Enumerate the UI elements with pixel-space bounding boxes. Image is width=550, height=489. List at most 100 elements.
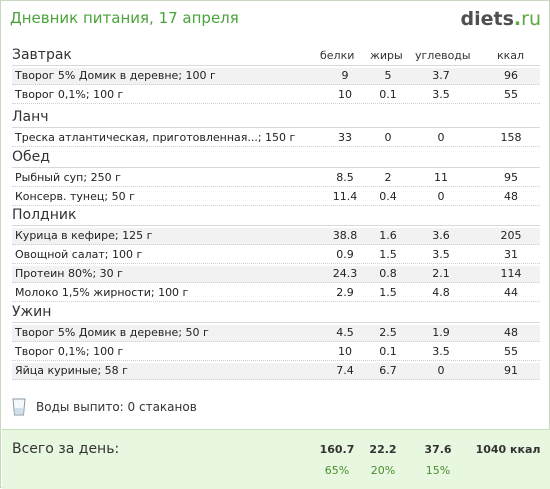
- food-protein: 0.9: [336, 248, 354, 261]
- food-kcal: 55: [504, 345, 518, 358]
- meal-breakfast: Завтрак Творог 5% Домик в деревне; 100 г…: [12, 45, 540, 104]
- food-fat: 0.4: [379, 190, 397, 203]
- food-name: Яйца куриные; 58 г: [15, 364, 128, 377]
- food-protein: 4.5: [336, 326, 354, 339]
- food-carbs: 0: [437, 131, 445, 144]
- food-kcal: 95: [504, 171, 518, 184]
- food-carbs: 0: [437, 190, 445, 203]
- column-header-carbs: углеводы: [415, 49, 471, 62]
- food-name: Творог 0,1%; 100 г: [15, 345, 124, 358]
- food-protein: 10: [338, 345, 352, 358]
- food-carbs: 3.5: [432, 88, 450, 101]
- food-row[interactable]: Треска атлантическая, приготовленная...;…: [12, 130, 540, 147]
- fat-percent: 20%: [370, 464, 396, 477]
- food-row[interactable]: Рыбный суп; 250 г 8.5 2 11 95: [12, 170, 540, 187]
- food-name: Творог 0,1%; 100 г: [15, 88, 124, 101]
- food-fat: 0.1: [379, 345, 397, 358]
- site-logo[interactable]: diets.ru: [461, 8, 541, 30]
- food-kcal: 48: [504, 190, 518, 203]
- food-protein: 11.4: [332, 190, 358, 203]
- food-carbs: 0: [437, 364, 445, 377]
- food-fat: 0.1: [379, 88, 397, 101]
- total-kcal: 1040 ккал: [475, 443, 541, 456]
- logo-tld: ru: [521, 8, 541, 30]
- food-protein: 9: [341, 69, 349, 82]
- water-text: Воды выпито: 0 стаканов: [36, 400, 197, 414]
- food-row[interactable]: Овощной салат; 100 г 0.9 1.5 3.5 31: [12, 247, 540, 264]
- column-header-kcal: ккал: [497, 49, 525, 62]
- food-kcal: 91: [504, 364, 518, 377]
- food-carbs: 2.1: [432, 267, 450, 280]
- meal-lunch: Ланч Треска атлантическая, приготовленна…: [12, 107, 540, 147]
- food-carbs: 3.7: [432, 69, 450, 82]
- food-kcal: 114: [500, 267, 522, 280]
- food-name: Творог 5% Домик в деревне; 100 г: [15, 69, 216, 82]
- meal-title: Завтрак: [12, 47, 72, 63]
- food-fat: 1.6: [379, 229, 397, 242]
- water-counter: Воды выпито: 0 стаканов: [12, 396, 197, 418]
- total-protein: 160.7: [319, 443, 355, 456]
- food-kcal: 31: [504, 248, 518, 261]
- food-name: Рыбный суп; 250 г: [15, 171, 121, 184]
- food-name: Творог 5% Домик в деревне; 50 г: [15, 326, 209, 339]
- meal-title: Ланч: [12, 109, 49, 125]
- meal-supper: Ужин Творог 5% Домик в деревне; 50 г 4.5…: [12, 302, 540, 380]
- food-fat: 2: [384, 171, 392, 184]
- food-protein: 24.3: [332, 267, 358, 280]
- food-name: Овощной салат; 100 г: [15, 248, 143, 261]
- food-carbs: 3.5: [432, 345, 450, 358]
- meal-title: Ужин: [12, 304, 52, 320]
- food-fat: 1.5: [379, 286, 397, 299]
- column-header-protein: белки: [320, 49, 355, 62]
- food-kcal: 55: [504, 88, 518, 101]
- protein-percent: 65%: [324, 464, 350, 477]
- header: Дневник питания, 17 апреля diets.ru: [10, 8, 541, 32]
- food-kcal: 205: [500, 229, 522, 242]
- food-fat: 2.5: [379, 326, 397, 339]
- food-protein: 7.4: [336, 364, 354, 377]
- food-row[interactable]: Творог 0,1%; 100 г 10 0.1 3.5 55: [12, 344, 540, 361]
- food-row[interactable]: Молоко 1,5% жирности; 100 г 2.9 1.5 4.8 …: [12, 285, 540, 302]
- food-row[interactable]: Творог 5% Домик в деревне; 100 г 9 5 3.7…: [12, 68, 540, 85]
- glass-icon[interactable]: [12, 398, 26, 416]
- food-fat: 0.8: [379, 267, 397, 280]
- meal-dinner: Обед Рыбный суп; 250 г 8.5 2 11 95 Консе…: [12, 147, 540, 206]
- food-fat: 5: [384, 69, 392, 82]
- meal-title: Полдник: [12, 207, 77, 223]
- food-name: Молоко 1,5% жирности; 100 г: [15, 286, 189, 299]
- food-name: Протеин 80%; 30 г: [15, 267, 123, 280]
- food-row[interactable]: Протеин 80%; 30 г 24.3 0.8 2.1 114: [12, 266, 540, 283]
- food-fat: 0: [384, 131, 392, 144]
- food-name: Курица в кефире; 125 г: [15, 229, 153, 242]
- meal-snack: Полдник Курица в кефире; 125 г 38.8 1.6 …: [12, 205, 540, 302]
- food-carbs: 3.5: [432, 248, 450, 261]
- food-row[interactable]: Творог 0,1%; 100 г 10 0.1 3.5 55: [12, 87, 540, 104]
- food-name: Консерв. тунец; 50 г: [15, 190, 135, 203]
- column-header-fat: жиры: [370, 49, 403, 62]
- food-row[interactable]: Творог 5% Домик в деревне; 50 г 4.5 2.5 …: [12, 325, 540, 342]
- food-protein: 33: [338, 131, 352, 144]
- food-fat: 6.7: [379, 364, 397, 377]
- page-title: Дневник питания, 17 апреля: [10, 9, 239, 27]
- food-name: Треска атлантическая, приготовленная...;…: [15, 131, 296, 144]
- food-row[interactable]: Курица в кефире; 125 г 38.8 1.6 3.6 205: [12, 228, 540, 245]
- logo-dot: .: [513, 8, 522, 30]
- food-protein: 38.8: [332, 229, 358, 242]
- food-kcal: 96: [504, 69, 518, 82]
- carbs-percent: 15%: [425, 464, 451, 477]
- food-carbs: 11: [434, 171, 448, 184]
- food-row[interactable]: Консерв. тунец; 50 г 11.4 0.4 0 48: [12, 189, 540, 206]
- food-carbs: 1.9: [432, 326, 450, 339]
- food-carbs: 4.8: [432, 286, 450, 299]
- food-kcal: 158: [500, 131, 522, 144]
- food-kcal: 48: [504, 326, 518, 339]
- food-row[interactable]: Яйца куриные; 58 г 7.4 6.7 0 91: [12, 363, 540, 380]
- total-fat: 22.2: [369, 443, 397, 456]
- daily-totals: Всего за день: 160.7 22.2 37.6 1040 ккал…: [2, 429, 550, 489]
- food-fat: 1.5: [379, 248, 397, 261]
- food-carbs: 3.6: [432, 229, 450, 242]
- food-protein: 10: [338, 88, 352, 101]
- food-protein: 8.5: [336, 171, 354, 184]
- totals-label: Всего за день:: [12, 441, 120, 457]
